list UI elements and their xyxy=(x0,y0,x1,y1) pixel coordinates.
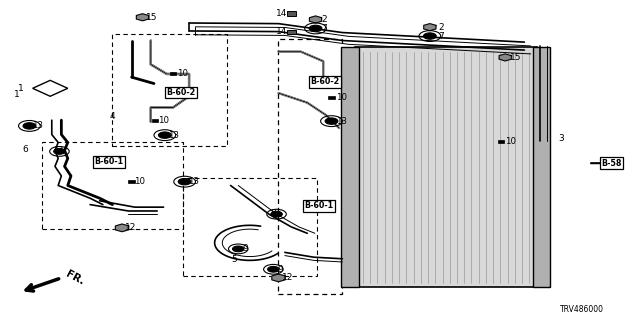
Text: 10: 10 xyxy=(134,177,145,186)
Circle shape xyxy=(271,211,282,217)
Text: 13: 13 xyxy=(188,177,199,186)
Polygon shape xyxy=(272,274,285,282)
Text: 11: 11 xyxy=(54,146,65,155)
Bar xyxy=(152,119,159,123)
Circle shape xyxy=(309,25,322,32)
Text: 10: 10 xyxy=(505,137,516,146)
Text: 13: 13 xyxy=(335,116,347,126)
Text: 3: 3 xyxy=(559,134,564,143)
Text: 10: 10 xyxy=(158,116,169,125)
Circle shape xyxy=(54,148,65,154)
Text: 14: 14 xyxy=(276,28,287,36)
Polygon shape xyxy=(499,54,511,61)
Circle shape xyxy=(325,118,338,124)
Text: FR.: FR. xyxy=(65,269,86,287)
Polygon shape xyxy=(136,14,148,21)
Text: B-58: B-58 xyxy=(601,159,621,168)
Bar xyxy=(287,11,296,16)
Bar xyxy=(287,30,296,34)
Text: 6: 6 xyxy=(22,145,28,154)
Polygon shape xyxy=(115,224,129,232)
Text: 2: 2 xyxy=(438,23,444,32)
Bar xyxy=(533,47,550,287)
Text: 9: 9 xyxy=(278,265,284,274)
Text: B-60-2: B-60-2 xyxy=(310,77,340,86)
Text: B-60-1: B-60-1 xyxy=(304,201,333,210)
Bar xyxy=(182,178,317,276)
Text: 13: 13 xyxy=(32,121,44,131)
Text: TRV486000: TRV486000 xyxy=(560,305,604,314)
Circle shape xyxy=(23,123,36,129)
Text: 15: 15 xyxy=(509,53,521,62)
Text: 13: 13 xyxy=(168,131,179,140)
Circle shape xyxy=(159,132,172,138)
Bar xyxy=(328,96,335,99)
Text: 9: 9 xyxy=(243,244,248,253)
Text: 1: 1 xyxy=(19,84,24,93)
Polygon shape xyxy=(424,24,436,31)
Bar xyxy=(497,140,504,143)
Text: 12: 12 xyxy=(125,223,136,232)
Circle shape xyxy=(232,246,244,252)
Text: 15: 15 xyxy=(147,13,158,22)
Circle shape xyxy=(268,267,279,272)
Text: 2: 2 xyxy=(322,15,327,24)
Text: 12: 12 xyxy=(282,273,294,282)
Text: 10: 10 xyxy=(177,68,188,77)
Circle shape xyxy=(178,179,191,185)
Bar xyxy=(278,39,342,294)
Text: B-60-2: B-60-2 xyxy=(166,88,195,97)
Bar xyxy=(129,180,135,183)
Bar xyxy=(42,142,182,228)
Polygon shape xyxy=(33,80,68,96)
Bar xyxy=(341,47,359,287)
Text: 4: 4 xyxy=(109,112,115,121)
Bar xyxy=(355,47,537,287)
Text: 5: 5 xyxy=(231,255,237,264)
Text: 7: 7 xyxy=(321,24,327,33)
Text: 1: 1 xyxy=(15,90,20,99)
Bar xyxy=(170,72,176,75)
Text: 7: 7 xyxy=(438,32,444,41)
Text: 8: 8 xyxy=(271,209,276,218)
Circle shape xyxy=(424,33,436,39)
Text: B-60-1: B-60-1 xyxy=(95,157,124,166)
Polygon shape xyxy=(310,16,322,23)
Text: 10: 10 xyxy=(335,93,347,102)
Bar xyxy=(113,34,227,146)
Text: 14: 14 xyxy=(276,9,287,18)
